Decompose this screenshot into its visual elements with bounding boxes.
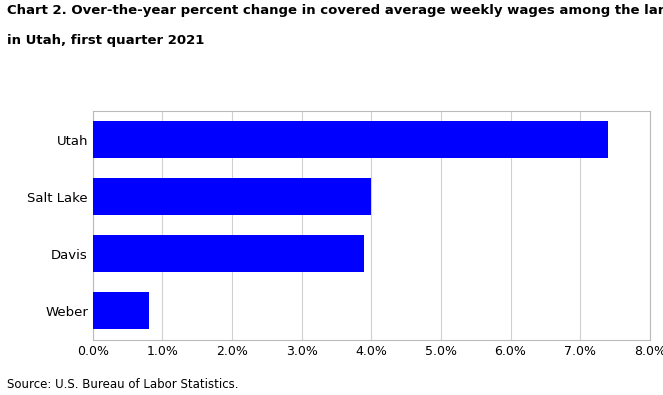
Bar xyxy=(93,178,371,215)
Bar xyxy=(93,292,149,329)
Text: Chart 2. Over-the-year percent change in covered average weekly wages among the : Chart 2. Over-the-year percent change in… xyxy=(7,4,663,17)
Text: in Utah, first quarter 2021: in Utah, first quarter 2021 xyxy=(7,34,204,47)
Bar xyxy=(93,235,365,272)
Text: Source: U.S. Bureau of Labor Statistics.: Source: U.S. Bureau of Labor Statistics. xyxy=(7,378,238,391)
Bar xyxy=(93,121,608,158)
